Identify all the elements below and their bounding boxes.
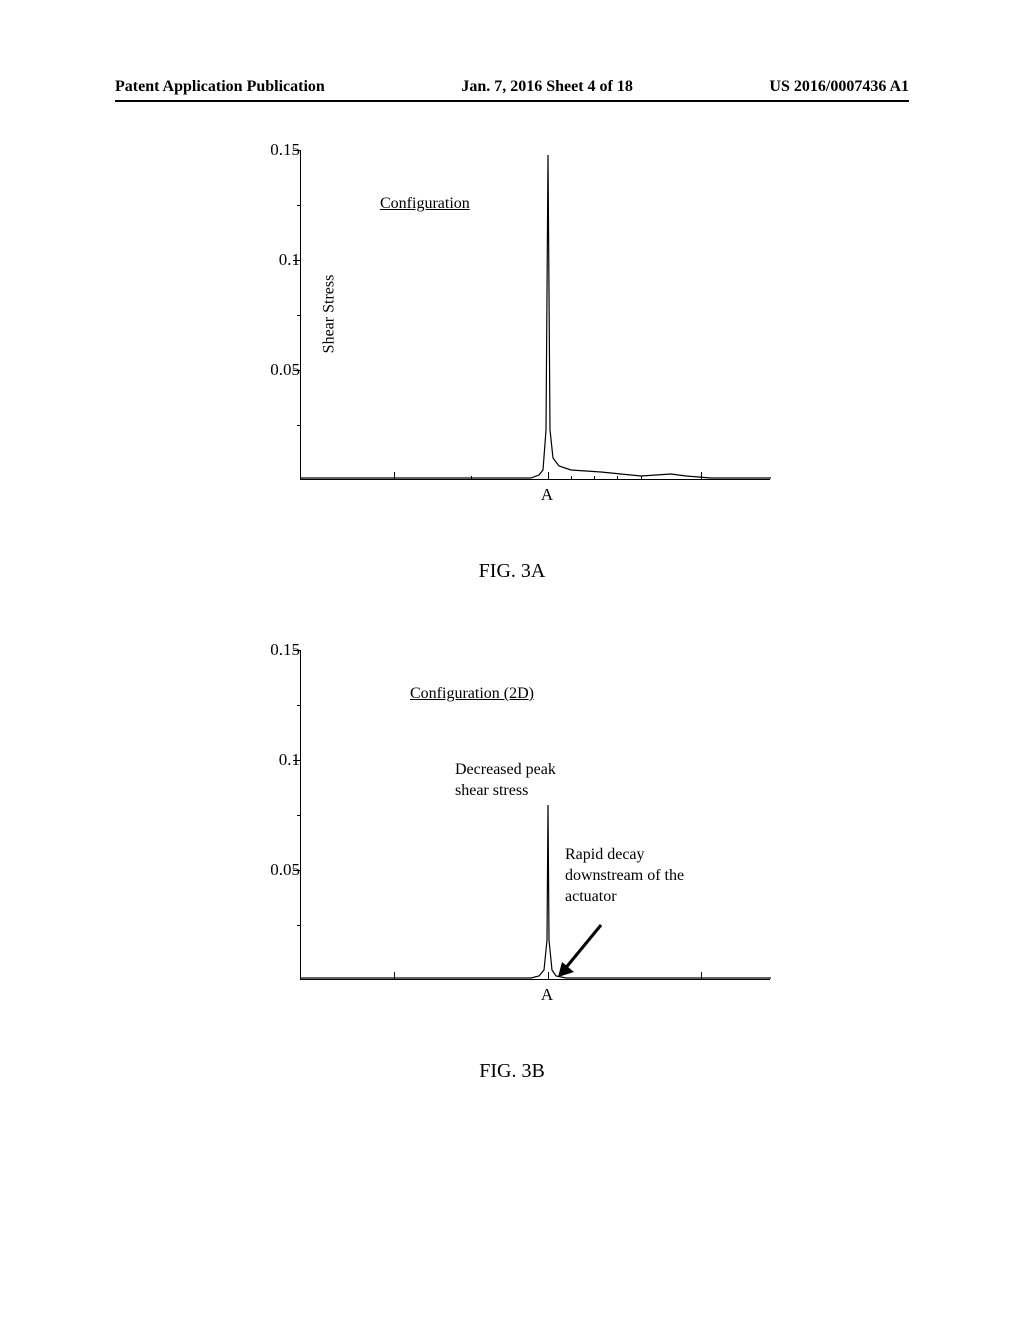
y-label: 0.15 xyxy=(270,140,300,160)
figure-3a: 0.15 0.1 0.05 A Shear Stress Configurati… xyxy=(230,140,780,540)
annotation-decay: Rapid decay downstream of the actuator xyxy=(565,845,695,907)
figure-3b: 0.15 0.1 0.05 A Configuration (2D) Decre… xyxy=(230,640,780,1040)
page-header: Patent Application Publication Jan. 7, 2… xyxy=(0,78,1024,96)
chart-a-curve xyxy=(301,150,771,480)
figure-3b-caption: FIG. 3B xyxy=(479,1060,545,1083)
y-label: 0.1 xyxy=(279,250,300,270)
header-divider xyxy=(115,100,909,102)
x-axis-label: A xyxy=(541,485,553,505)
chart-b-curve xyxy=(301,650,771,980)
header-center: Jan. 7, 2016 Sheet 4 of 18 xyxy=(461,78,633,96)
y-label: 0.05 xyxy=(270,860,300,880)
chart-b-legend: Configuration (2D) xyxy=(410,685,534,703)
arrow-icon xyxy=(556,920,616,980)
chart-a-legend: Configuration xyxy=(380,195,470,213)
chart-a-plot xyxy=(300,150,770,480)
figure-3a-caption: FIG. 3A xyxy=(479,560,546,583)
y-label: 0.1 xyxy=(279,750,300,770)
header-left: Patent Application Publication xyxy=(115,78,325,96)
y-axis-title: Shear Stress xyxy=(320,275,338,354)
annotation-peak: Decreased peak shear stress xyxy=(455,760,565,802)
y-label: 0.15 xyxy=(270,640,300,660)
chart-b-plot xyxy=(300,650,770,980)
header-right: US 2016/0007436 A1 xyxy=(769,78,909,96)
y-label: 0.05 xyxy=(270,360,300,380)
x-axis-label: A xyxy=(541,985,553,1005)
